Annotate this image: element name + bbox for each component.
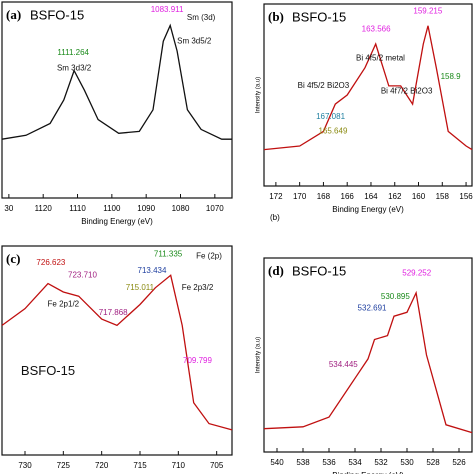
annotation: 532.691 [358, 304, 387, 313]
plot-frame [263, 3, 473, 187]
x-tick-label: 1090 [137, 204, 155, 213]
annotation: 723.710 [68, 270, 97, 279]
annotation: 1083.911 [151, 5, 184, 14]
annotation: 165.649 [318, 127, 347, 136]
x-tick-label: 1080 [172, 204, 190, 213]
x-tick-label: 1120 [35, 204, 53, 213]
x-tick-label: 725 [57, 461, 71, 470]
x-tick-label: 538 [296, 458, 310, 467]
panel-label: (b) [268, 9, 284, 24]
spectrum-line [1, 274, 233, 431]
x-tick-label: 532 [374, 458, 388, 467]
x-tick-label: 158 [436, 192, 450, 201]
x-tick-label: 30 [4, 204, 13, 213]
x-tick-label: 530 [400, 458, 414, 467]
panel-title: BSFO-15 [292, 9, 346, 24]
panel-title: BSFO-15 [292, 263, 346, 278]
annotation: 530.895 [381, 292, 410, 301]
x-tick-label: 166 [341, 192, 355, 201]
spectrum-line [263, 290, 473, 434]
x-tick-label: 528 [426, 458, 440, 467]
annotation: Fe 2p1/2 [48, 300, 80, 309]
annotation: 711.335 [154, 249, 183, 258]
panel-label: (d) [268, 263, 284, 278]
annotation: 163.566 [362, 25, 391, 34]
annotation: Bi 4f5/2 Bi2O3 [298, 81, 350, 90]
annotation: 158.9 [441, 72, 462, 81]
x-tick-label: 1100 [103, 204, 121, 213]
annotation: 534.445 [329, 360, 358, 369]
panel-label: (c) [6, 251, 20, 266]
plot-frame [1, 1, 233, 199]
annotation: Bi 4f7/2 Bi2O3 [381, 86, 433, 95]
y-axis-label: Intensity (a.u) [256, 77, 262, 113]
panel-title: BSFO-15 [30, 7, 84, 22]
x-tick-label: 715 [133, 461, 147, 470]
x-tick-label: 1110 [69, 204, 86, 213]
y-axis-label: Intensity (a.u) [256, 337, 262, 373]
annotation: 167.081 [316, 112, 345, 121]
x-tick-label: 534 [348, 458, 362, 467]
x-tick-label: 162 [388, 192, 402, 201]
x-axis-label: Binding Energy (eV) [81, 217, 153, 226]
annotation: 715.011 [126, 283, 155, 292]
x-tick-label: 526 [452, 458, 466, 467]
x-tick-label: 160 [412, 192, 426, 201]
spectrum-line [263, 25, 473, 151]
x-tick-label: 168 [317, 192, 331, 201]
x-axis-label: Binding Energy (eV) [332, 205, 404, 214]
x-tick-label: 164 [364, 192, 378, 201]
annotation: 529.252 [402, 269, 431, 278]
annotation: Fe 2p3/2 [182, 283, 214, 292]
annotation: Fe (2p) [196, 252, 222, 261]
x-tick-label: 170 [293, 192, 307, 201]
annotation: 159.215 [413, 6, 442, 15]
x-tick-label: 172 [269, 192, 283, 201]
annotation: BSFO-15 [21, 363, 75, 378]
x-tick-label: 730 [18, 461, 32, 470]
x-tick-label: 710 [172, 461, 186, 470]
annotation: 1111.264 [57, 48, 89, 57]
x-tick-label: 156 [459, 192, 473, 201]
footnote: (b) [270, 213, 280, 222]
annotation: Sm (3d) [187, 13, 216, 22]
annotation: Sm 3d5/2 [177, 36, 212, 45]
annotation: 717.868 [99, 308, 128, 317]
spectrum-line [1, 23, 232, 140]
panel-label: (a) [6, 7, 21, 22]
x-tick-label: 720 [95, 461, 109, 470]
x-tick-label: 1070 [206, 204, 224, 213]
annotation: 713.434 [138, 266, 167, 275]
x-tick-label: 705 [210, 461, 224, 470]
annotation: 726.623 [36, 258, 65, 267]
x-tick-label: 536 [322, 458, 336, 467]
x-tick-label: 540 [270, 458, 284, 467]
x-axis-label: Binding Energy (eV) [332, 471, 404, 474]
annotation: Bi 4f5/2 metal [356, 54, 405, 63]
plot-frame [263, 257, 473, 453]
annotation: Sm 3d3/2 [57, 64, 92, 73]
plot-frame [1, 245, 233, 456]
annotation: 709.799 [183, 356, 212, 365]
